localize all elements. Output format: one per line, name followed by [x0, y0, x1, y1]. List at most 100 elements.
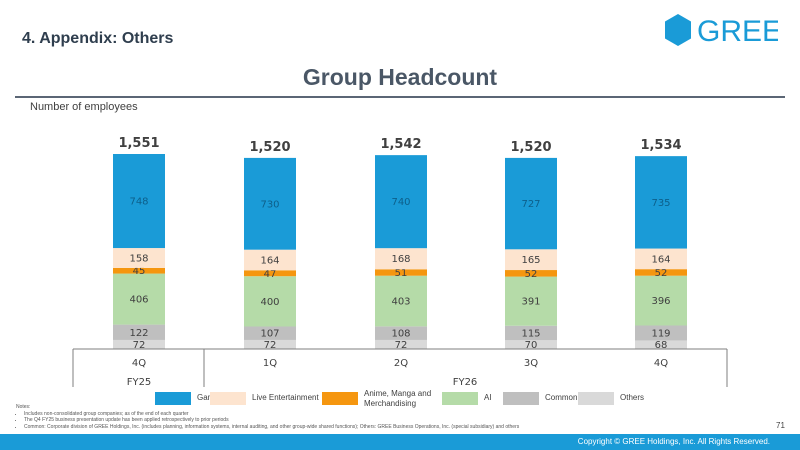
data-label-game: 735 [651, 198, 670, 209]
bar-segment-ai [375, 275, 427, 327]
bar-segment-common [375, 326, 427, 340]
data-label-anime-manga-and-merchandising: 47 [264, 269, 277, 280]
bar-segment-ai [505, 276, 557, 326]
data-label-game: 748 [129, 197, 148, 208]
legend-swatch-ai [442, 392, 478, 405]
total-label: 1,542 [380, 137, 421, 152]
page-title: Group Headcount [302, 64, 498, 90]
legend-label-common: Common [545, 393, 578, 402]
data-label-ai: 391 [521, 297, 540, 308]
bar-segment-live-entertainment [635, 248, 687, 270]
total-label: 1,551 [118, 136, 159, 151]
legend-swatch-anime-manga-merchandising [322, 392, 358, 405]
data-label-common: 122 [129, 328, 148, 339]
data-label-anime-manga-and-merchandising: 52 [655, 268, 668, 279]
bar-segment-anime-manga-and-merchandising [244, 270, 296, 277]
chart-legend: Game Live Entertainment Anime, Manga and… [0, 389, 800, 409]
bar-segment-live-entertainment [244, 249, 296, 271]
data-label-anime-manga-and-merchandising: 51 [395, 268, 408, 279]
note-item: Common: Corporate division of GREE Holdi… [24, 424, 776, 431]
data-label-live-entertainment: 158 [129, 253, 148, 264]
data-label-live-entertainment: 168 [391, 254, 410, 265]
bar-segment-others [375, 339, 427, 349]
bar-segment-live-entertainment [505, 249, 557, 271]
bar-segment-ai [244, 276, 296, 327]
legend-swatch-others [578, 392, 614, 405]
data-label-common: 108 [391, 329, 410, 340]
bar-segment-common [505, 325, 557, 341]
x-group-label: FY26 [453, 377, 478, 388]
legend-label-game: Game [197, 393, 219, 402]
data-label-anime-manga-and-merchandising: 52 [525, 269, 538, 280]
bar-segment-others [113, 339, 165, 349]
legend-label-others: Others [620, 393, 645, 402]
legend-label-anime-line-1: Anime, Manga and [364, 389, 432, 398]
notes-list: Includes non-consolidated group companie… [16, 411, 776, 431]
data-label-game: 730 [260, 199, 279, 210]
total-label: 1,534 [640, 138, 681, 153]
bar-segment-anime-manga-and-merchandising [375, 269, 427, 276]
note-item: The Q4 FY25 business presentation update… [24, 417, 776, 424]
bar-segment-game [635, 156, 687, 249]
bar-segment-live-entertainment [375, 248, 427, 270]
y-axis-label: Number of employees [30, 101, 138, 113]
footer-bar: Copyright © GREE Holdings, Inc. All Righ… [0, 434, 800, 450]
legend-swatch-game [155, 392, 191, 405]
data-label-ai: 396 [651, 296, 670, 307]
x-tick-label: 1Q [263, 358, 277, 369]
bar-segment-live-entertainment [113, 248, 165, 268]
data-label-others: 68 [655, 340, 668, 351]
data-label-game: 740 [391, 197, 410, 208]
bar-segment-game [505, 157, 557, 250]
x-group-label: FY25 [127, 377, 152, 388]
bar-segment-game [375, 155, 427, 249]
data-label-common: 119 [651, 328, 670, 339]
bar-segment-game [244, 157, 296, 250]
notes-heading: Notes: [16, 404, 31, 410]
data-label-ai: 403 [391, 297, 410, 308]
legend-swatch-live-entertainment [210, 392, 246, 405]
legend-label-live-entertainment: Live Entertainment [252, 393, 319, 402]
data-label-ai: 400 [260, 297, 279, 308]
data-label-others: 72 [395, 340, 408, 351]
bar-segment-common [244, 326, 296, 340]
bar-segment-anime-manga-and-merchandising [505, 270, 557, 277]
headcount-chart: 72122406451587481,55172107400471647301,5… [72, 136, 728, 388]
legend-label-anime-manga-merchandising: Anime, Manga and Merchandising [364, 389, 454, 409]
note-item: Includes non-consolidated group companie… [24, 411, 776, 418]
data-label-others: 70 [525, 340, 538, 351]
bar-segment-common [635, 325, 687, 341]
bar-segment-game [113, 154, 165, 249]
x-tick-label: 2Q [394, 358, 408, 369]
data-label-others: 72 [133, 340, 146, 351]
gree-logo: GREE [663, 13, 778, 47]
bar-segment-common [113, 324, 165, 340]
total-label: 1,520 [510, 140, 551, 155]
data-label-anime-manga-and-merchandising: 45 [133, 266, 146, 277]
legend-label-ai: AI [484, 393, 492, 402]
bar-segment-ai [113, 273, 165, 325]
bar-segment-ai [635, 275, 687, 326]
total-label: 1,520 [249, 140, 290, 155]
data-label-ai: 406 [129, 295, 148, 306]
legend-label-anime-line-2: Merchandising [364, 399, 417, 408]
x-tick-label: 3Q [524, 358, 538, 369]
copyright: Copyright © GREE Holdings, Inc. All Righ… [577, 437, 770, 446]
data-label-others: 72 [264, 340, 277, 351]
data-label-live-entertainment: 164 [651, 254, 670, 265]
page-number: 71 [776, 421, 785, 430]
bar-segment-others [505, 340, 557, 349]
data-label-game: 727 [521, 199, 540, 210]
legend-swatch-common [503, 392, 539, 405]
data-label-live-entertainment: 164 [260, 255, 279, 266]
bar-segment-others [244, 339, 296, 349]
data-label-common: 107 [260, 329, 279, 340]
bar-segment-others [635, 340, 687, 349]
logo-text: GREE [697, 15, 778, 47]
title-divider [15, 96, 785, 98]
x-tick-label: 4Q [132, 358, 146, 369]
section-title: 4. Appendix: Others [22, 30, 174, 47]
bar-segment-anime-manga-and-merchandising [635, 269, 687, 276]
data-label-live-entertainment: 165 [521, 255, 540, 266]
x-tick-label: 4Q [654, 358, 668, 369]
